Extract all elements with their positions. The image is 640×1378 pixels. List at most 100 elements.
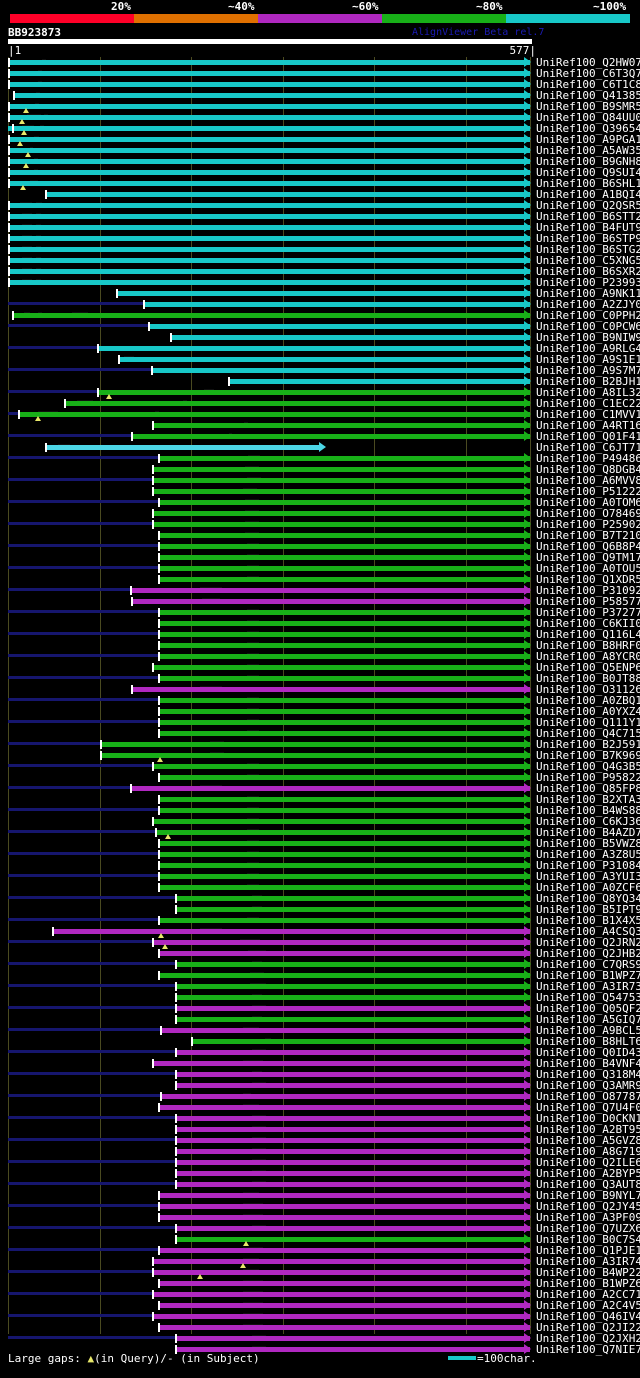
hit-row[interactable]: UniRef100_Q8DGB4 xyxy=(0,463,640,476)
hsp-bar[interactable] xyxy=(155,830,530,835)
hit-label[interactable]: UniRef100_A2CC71 xyxy=(536,1288,640,1301)
hit-label[interactable]: UniRef100_Q3AUT8 xyxy=(536,1178,640,1191)
hit-row[interactable]: UniRef100_Q9TM17 xyxy=(0,551,640,564)
hit-row[interactable]: UniRef100_B4VNF4 xyxy=(0,1057,640,1070)
hit-row[interactable]: UniRef100_A8G719 xyxy=(0,1145,640,1158)
hit-label[interactable]: UniRef100_B4AZD7 xyxy=(536,826,640,839)
hsp-bar[interactable] xyxy=(152,819,530,824)
hsp-bar[interactable] xyxy=(160,1028,530,1033)
hsp-bar[interactable] xyxy=(175,896,530,901)
hit-label[interactable]: UniRef100_A2C4V5 xyxy=(536,1299,640,1312)
hit-row[interactable]: UniRef100_Q111Y1 xyxy=(0,716,640,729)
hit-label[interactable]: UniRef100_A4CSQ3 xyxy=(536,925,640,938)
hit-row[interactable]: UniRef100_A3IR73 xyxy=(0,980,640,993)
hit-label[interactable]: UniRef100_B9NYL7 xyxy=(536,1189,640,1202)
hsp-bar[interactable] xyxy=(158,918,530,923)
hsp-bar[interactable] xyxy=(158,566,530,571)
hit-row[interactable]: UniRef100_P23993 xyxy=(0,276,640,289)
hit-label[interactable]: UniRef100_Q2ILE6 xyxy=(536,1156,640,1169)
hsp-bar[interactable] xyxy=(160,1094,530,1099)
hsp-bar[interactable] xyxy=(12,313,530,318)
hit-row[interactable]: UniRef100_A0TOM6 xyxy=(0,496,640,509)
hit-label[interactable]: UniRef100_C1EC22 xyxy=(536,397,640,410)
hit-row[interactable]: UniRef100_Q2ILE6 xyxy=(0,1156,640,1169)
hsp-bar[interactable] xyxy=(8,159,530,164)
hit-label[interactable]: UniRef100_A3YUI3 xyxy=(536,870,640,883)
hit-label[interactable]: UniRef100_Q05QF2 xyxy=(536,1002,640,1015)
hit-label[interactable]: UniRef100_Q4C715 xyxy=(536,727,640,740)
hsp-bar[interactable] xyxy=(175,1149,530,1154)
hit-label[interactable]: UniRef100_P23993 xyxy=(536,276,640,289)
hit-label[interactable]: UniRef100_Q9SUI4 xyxy=(536,166,640,179)
hit-row[interactable]: UniRef100_B9NYL7 xyxy=(0,1189,640,1202)
hit-label[interactable]: UniRef100_P95822 xyxy=(536,771,640,784)
hit-label[interactable]: UniRef100_Q0ID43 xyxy=(536,1046,640,1059)
hit-row[interactable]: UniRef100_B9SMR5 xyxy=(0,100,640,113)
hit-label[interactable]: UniRef100_P58577 xyxy=(536,595,640,608)
hit-label[interactable]: UniRef100_A5AW35 xyxy=(536,144,640,157)
hit-row[interactable]: UniRef100_Q2QSR5 xyxy=(0,199,640,212)
hit-label[interactable]: UniRef100_A6MVV8 xyxy=(536,474,640,487)
hit-row[interactable]: UniRef100_O78469 xyxy=(0,507,640,520)
hsp-bar[interactable] xyxy=(158,874,530,879)
hit-label[interactable]: UniRef100_A3Z8U5 xyxy=(536,848,640,861)
hit-label[interactable]: UniRef100_A3IR74 xyxy=(536,1255,640,1268)
hsp-bar[interactable] xyxy=(148,324,530,329)
hsp-bar[interactable] xyxy=(158,863,530,868)
hit-row[interactable]: UniRef100_B6STP9 xyxy=(0,232,640,245)
hit-label[interactable]: UniRef100_C7QRS9 xyxy=(536,958,640,971)
hit-row[interactable]: UniRef100_B8HRF0 xyxy=(0,639,640,652)
hsp-bar[interactable] xyxy=(45,192,530,197)
hit-label[interactable]: UniRef100_D0CKN1 xyxy=(536,1112,640,1125)
hsp-bar[interactable] xyxy=(175,1347,530,1352)
hsp-bar[interactable] xyxy=(18,412,530,417)
hsp-bar[interactable] xyxy=(8,269,530,274)
hit-label[interactable]: UniRef100_Q3AMR9 xyxy=(536,1079,640,1092)
hit-row[interactable]: UniRef100_A3PF09 xyxy=(0,1211,640,1224)
hit-row[interactable]: UniRef100_Q4C715 xyxy=(0,727,640,740)
hit-row[interactable]: UniRef100_D0CKN1 xyxy=(0,1112,640,1125)
hit-row[interactable]: UniRef100_A1BQI4 xyxy=(0,188,640,201)
hit-row[interactable]: UniRef100_B7T210 xyxy=(0,529,640,542)
hit-label[interactable]: UniRef100_P51222 xyxy=(536,485,640,498)
hit-row[interactable]: UniRef100_A8YCR0 xyxy=(0,650,640,663)
hsp-bar[interactable] xyxy=(170,335,530,340)
hit-label[interactable]: UniRef100_B4VNF4 xyxy=(536,1057,640,1070)
hsp-bar[interactable] xyxy=(158,720,530,725)
hit-label[interactable]: UniRef100_C1MVV1 xyxy=(536,408,640,421)
hit-row[interactable]: UniRef100_Q84UU0 xyxy=(0,111,640,124)
hsp-bar[interactable] xyxy=(8,203,530,208)
hit-row[interactable]: UniRef100_Q8YQ34 xyxy=(0,892,640,905)
hsp-bar[interactable] xyxy=(158,951,530,956)
hit-label[interactable]: UniRef100_B9NIW9 xyxy=(536,331,640,344)
hit-row[interactable]: UniRef100_Q3AMR9 xyxy=(0,1079,640,1092)
hit-label[interactable]: UniRef100_Q01F41 xyxy=(536,430,640,443)
hit-label[interactable]: UniRef100_Q39654 xyxy=(536,122,640,135)
hit-row[interactable]: UniRef100_Q46IV4 xyxy=(0,1310,640,1323)
hsp-bar[interactable] xyxy=(191,1039,530,1044)
hsp-bar[interactable] xyxy=(152,467,530,472)
hit-label[interactable]: UniRef100_A9S1E1 xyxy=(536,353,640,366)
hit-label[interactable]: UniRef100_B0JT88 xyxy=(536,672,640,685)
hit-row[interactable]: UniRef100_Q85FP8 xyxy=(0,782,640,795)
hsp-bar[interactable] xyxy=(152,423,530,428)
hit-row[interactable]: UniRef100_C6T3Q7 xyxy=(0,67,640,80)
hsp-bar[interactable] xyxy=(152,489,530,494)
hit-label[interactable]: UniRef100_B4WP22 xyxy=(536,1266,640,1279)
hit-row[interactable]: UniRef100_Q3AUT8 xyxy=(0,1178,640,1191)
hit-label[interactable]: UniRef100_Q111Y1 xyxy=(536,716,640,729)
hsp-bar[interactable] xyxy=(158,621,530,626)
hsp-bar[interactable] xyxy=(52,929,530,934)
hsp-bar[interactable] xyxy=(152,1061,530,1066)
hsp-bar[interactable] xyxy=(175,1237,530,1242)
hsp-bar[interactable] xyxy=(8,225,530,230)
hsp-bar[interactable] xyxy=(8,258,530,263)
hsp-bar[interactable] xyxy=(45,445,319,450)
hsp-bar[interactable] xyxy=(130,588,530,593)
hit-label[interactable]: UniRef100_B5IPT9 xyxy=(536,903,640,916)
hsp-bar[interactable] xyxy=(228,379,530,384)
hit-row[interactable]: UniRef100_C1EC22 xyxy=(0,397,640,410)
hsp-bar[interactable] xyxy=(158,533,530,538)
hit-row[interactable]: UniRef100_Q2HW07 xyxy=(0,56,640,69)
hit-label[interactable]: UniRef100_P37277 xyxy=(536,606,640,619)
